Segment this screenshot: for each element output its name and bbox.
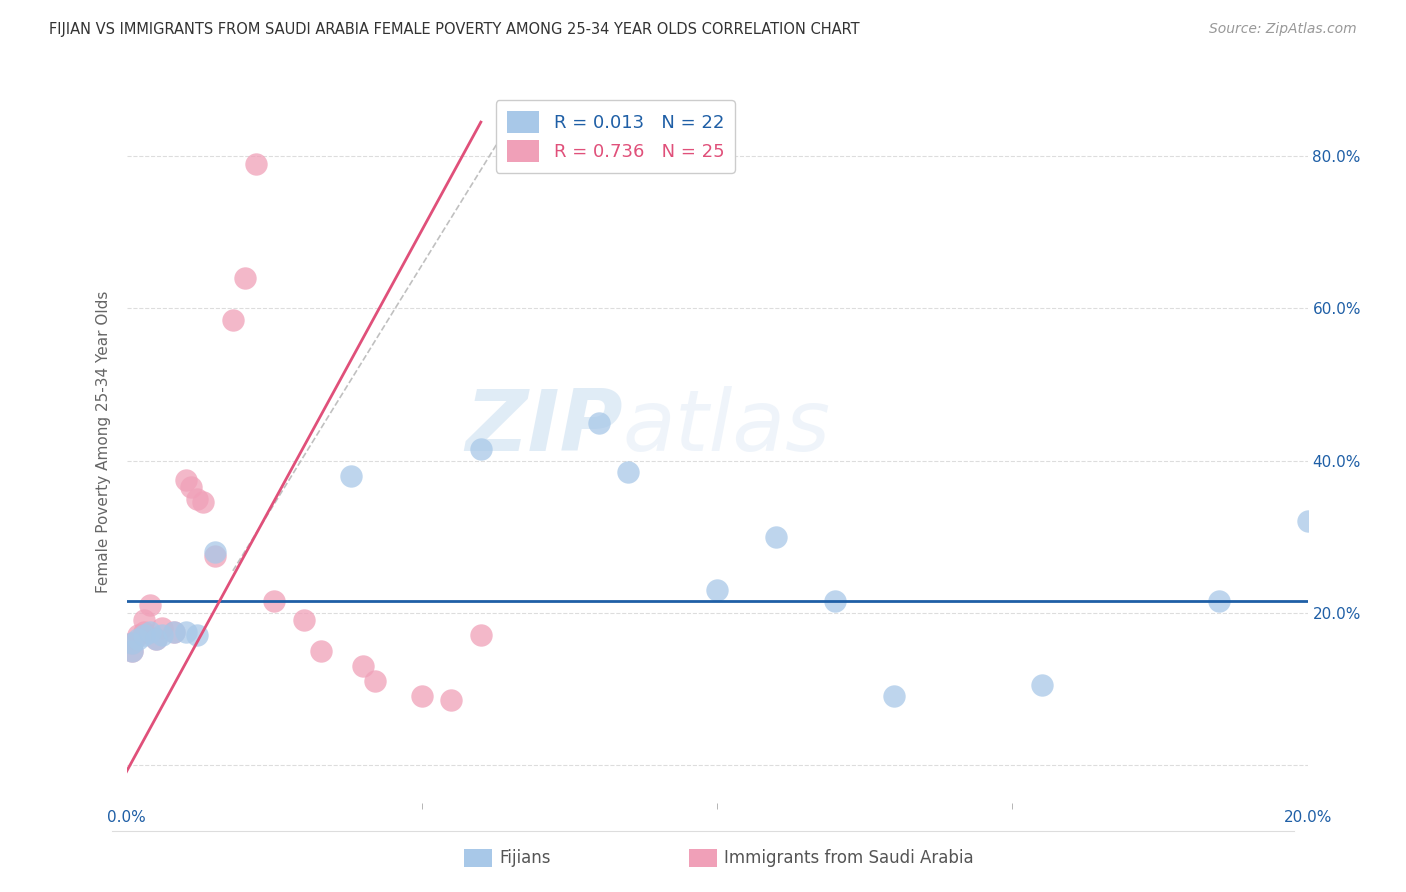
Point — [174, 624, 197, 639]
Point — [617, 465, 640, 479]
Point — [174, 473, 197, 487]
Point — [411, 690, 433, 704]
Point — [134, 624, 156, 639]
Point — [139, 624, 162, 639]
Point — [765, 530, 787, 544]
Point — [222, 313, 245, 327]
Point — [883, 690, 905, 704]
Text: atlas: atlas — [623, 385, 831, 468]
Text: ZIP: ZIP — [465, 385, 623, 468]
Point — [1296, 515, 1319, 529]
Point — [824, 594, 846, 608]
Point — [121, 643, 143, 657]
Point — [245, 157, 267, 171]
Point — [340, 468, 363, 483]
Point — [163, 624, 186, 639]
Text: Fijians: Fijians — [499, 849, 551, 867]
Point — [470, 628, 492, 642]
Point — [150, 621, 173, 635]
Point — [139, 598, 162, 612]
Point — [163, 624, 186, 639]
Y-axis label: Female Poverty Among 25-34 Year Olds: Female Poverty Among 25-34 Year Olds — [96, 291, 111, 592]
Point — [121, 636, 143, 650]
Point — [193, 495, 215, 509]
Point — [150, 628, 173, 642]
Point — [134, 628, 156, 642]
Point — [145, 632, 167, 647]
Point — [440, 693, 463, 707]
Point — [145, 632, 167, 647]
Point — [352, 659, 374, 673]
Text: Immigrants from Saudi Arabia: Immigrants from Saudi Arabia — [724, 849, 974, 867]
Point — [263, 594, 285, 608]
Point — [470, 442, 492, 457]
Point — [1208, 594, 1230, 608]
Point — [134, 613, 156, 627]
Point — [180, 480, 202, 494]
Text: Source: ZipAtlas.com: Source: ZipAtlas.com — [1209, 22, 1357, 37]
Point — [1031, 678, 1053, 692]
Point — [127, 628, 149, 642]
Point — [233, 271, 256, 285]
Text: FIJIAN VS IMMIGRANTS FROM SAUDI ARABIA FEMALE POVERTY AMONG 25-34 YEAR OLDS CORR: FIJIAN VS IMMIGRANTS FROM SAUDI ARABIA F… — [49, 22, 860, 37]
Point — [121, 643, 143, 657]
Point — [186, 491, 208, 506]
Point — [204, 545, 226, 559]
Point — [204, 549, 226, 563]
Point — [121, 636, 143, 650]
Point — [127, 632, 149, 647]
Point — [363, 674, 385, 689]
Point — [706, 582, 728, 597]
Point — [311, 643, 333, 657]
Point — [292, 613, 315, 627]
Point — [588, 416, 610, 430]
Point — [186, 628, 208, 642]
Legend: R = 0.013   N = 22, R = 0.736   N = 25: R = 0.013 N = 22, R = 0.736 N = 25 — [496, 100, 735, 173]
